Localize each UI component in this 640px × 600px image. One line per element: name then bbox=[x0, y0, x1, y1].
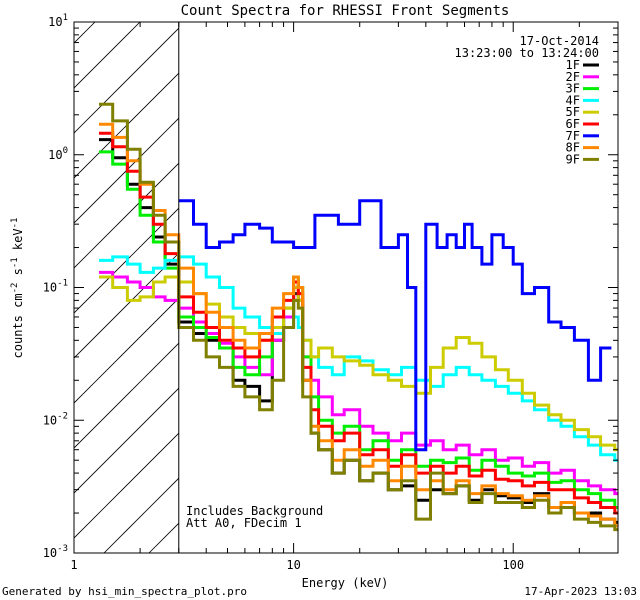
legend-label-2F: 2F bbox=[566, 70, 580, 84]
x-tick-label: 10 bbox=[286, 558, 300, 572]
legend-label-6F: 6F bbox=[566, 117, 580, 131]
hatch-line bbox=[74, 72, 179, 179]
legend-label-7F: 7F bbox=[566, 129, 580, 143]
footer-timestamp: 17-Apr-2023 13:03 bbox=[524, 585, 637, 598]
series-3F bbox=[99, 150, 618, 509]
y-tick-label: 101 bbox=[48, 13, 68, 29]
chart-title: Count Spectra for RHESSI Front Segments bbox=[181, 3, 510, 19]
y-tick-label: 10-3 bbox=[43, 544, 68, 560]
note-background: Includes Background bbox=[186, 504, 323, 518]
hatch-line bbox=[74, 207, 179, 314]
series-group bbox=[99, 102, 618, 532]
note-attenuator: Att A0, FDecim 1 bbox=[186, 516, 302, 530]
axis-ticks: 1 10 100 10-3 10-2 10-1 100 101 bbox=[43, 13, 619, 572]
legend-label-1F: 1F bbox=[566, 58, 580, 72]
series-9F bbox=[99, 102, 618, 532]
legend-label-5F: 5F bbox=[566, 105, 580, 119]
legend-label-9F: 9F bbox=[566, 152, 580, 166]
y-axis-label: counts cm-2 s-1 keV-1 bbox=[10, 218, 25, 359]
hatch-line bbox=[74, 27, 179, 134]
x-tick-label: 1 bbox=[70, 558, 77, 572]
y-tick-label: 10-2 bbox=[43, 411, 68, 427]
hatch-line bbox=[74, 387, 179, 494]
series-7F bbox=[178, 199, 612, 452]
series-6F bbox=[99, 131, 618, 515]
hatch-line bbox=[74, 432, 179, 539]
time-range-label: 13:23:00 to 13:24:00 bbox=[455, 46, 600, 60]
hatch-line bbox=[0, 22, 5, 553]
legend-label-8F: 8F bbox=[566, 141, 580, 155]
date-label: 17-Oct-2014 bbox=[520, 34, 599, 48]
y-tick-label: 100 bbox=[48, 146, 68, 162]
footer-generated-by: Generated by hsi_min_spectra_plot.pro bbox=[2, 585, 247, 598]
legend-label-3F: 3F bbox=[566, 82, 580, 96]
y-tick-label: 10-1 bbox=[43, 279, 68, 295]
x-axis-label: Energy (keV) bbox=[302, 576, 389, 590]
x-tick-label: 100 bbox=[502, 558, 524, 572]
legend-label-4F: 4F bbox=[566, 93, 580, 107]
